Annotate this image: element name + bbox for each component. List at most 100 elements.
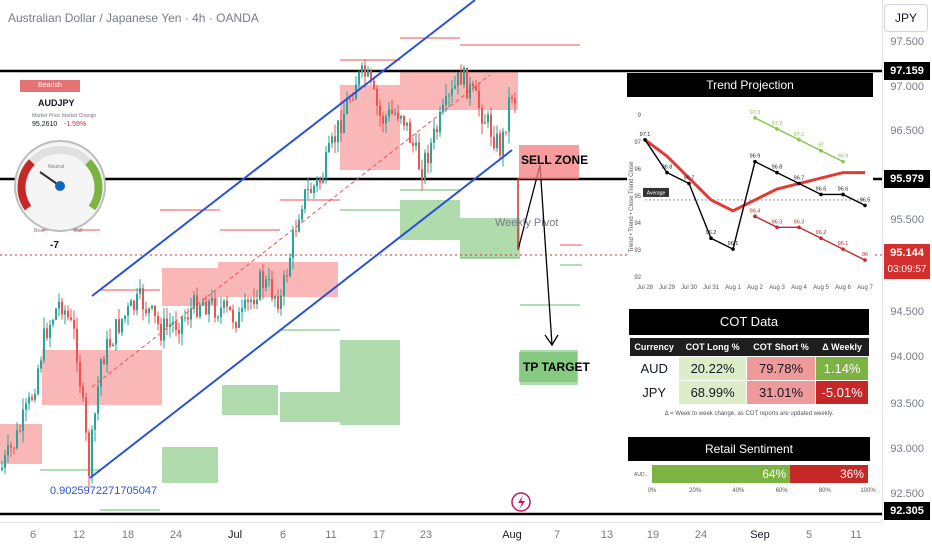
candle-body xyxy=(364,65,366,77)
candle-body xyxy=(475,86,477,91)
cot-short: 31.01% xyxy=(745,379,817,405)
candle-body xyxy=(391,109,393,114)
tp-target-box[interactable] xyxy=(519,352,577,382)
candle-body xyxy=(220,307,222,318)
cot-currency: AUD xyxy=(628,355,680,381)
trend-x-tick: Aug 3 xyxy=(769,285,785,291)
gauge-pair: AUDJPY xyxy=(38,98,75,108)
candle-body xyxy=(217,317,219,319)
candle-body xyxy=(193,295,195,309)
trend-point-label: 96.9 xyxy=(838,154,849,160)
candle-body xyxy=(247,299,249,302)
price-tick: 92.500 xyxy=(890,488,924,500)
candle-body xyxy=(343,113,345,133)
candle-body xyxy=(103,359,105,365)
channel-upper-line[interactable] xyxy=(91,0,476,297)
time-axis[interactable]: 6 12 18 24 Jul 6 11 17 23 Aug 7 13 19 24 Sep 5 11 xyxy=(0,522,882,550)
candle-body xyxy=(421,169,423,180)
candle-body xyxy=(232,310,234,323)
candle-body xyxy=(451,88,453,96)
trend-point xyxy=(819,236,823,240)
lightning-icon[interactable] xyxy=(511,492,531,512)
candle-body xyxy=(415,142,417,146)
candle-body xyxy=(118,319,120,333)
trend-point-label: 96.5 xyxy=(860,197,871,203)
candle-body xyxy=(307,189,309,191)
sell-zone-box[interactable] xyxy=(519,145,579,179)
candle-body xyxy=(244,299,246,309)
candle-body xyxy=(454,85,456,89)
price-tick: 96.500 xyxy=(890,125,924,137)
trend-point xyxy=(753,116,757,120)
candle-body xyxy=(229,306,231,311)
candle-body xyxy=(73,319,75,329)
candle-body xyxy=(136,293,138,311)
price-tick: 94.000 xyxy=(890,351,924,363)
trend-x-tick: Jul 30 xyxy=(681,285,698,291)
channel-lower-line[interactable] xyxy=(89,149,513,479)
retail-axis-tick: 40% xyxy=(732,488,745,494)
candle-body xyxy=(190,308,192,320)
main-chart-svg[interactable] xyxy=(0,0,882,522)
candle-body xyxy=(478,90,480,109)
candle-body xyxy=(151,305,153,309)
pivot-price-label: 95.979 xyxy=(884,170,930,188)
trend-x-tick: Jul 29 xyxy=(659,285,676,291)
time-tick: Jul xyxy=(227,529,243,541)
trend-point-label: 96.6 xyxy=(816,186,827,192)
retail-axis-tick: 100% xyxy=(860,488,876,494)
trend-x-tick: Aug 4 xyxy=(791,285,807,291)
candlesticks xyxy=(1,59,516,488)
candle-body xyxy=(208,301,210,315)
cot-header-short: COT Short % xyxy=(746,338,816,356)
time-tick: 18 xyxy=(121,529,135,541)
candle-body xyxy=(271,279,273,299)
candle-body xyxy=(175,321,177,330)
cot-short: 79.78% xyxy=(745,355,817,381)
trend-y-tick: 92 xyxy=(634,275,641,281)
candle-body xyxy=(250,299,252,302)
currency-button[interactable]: JPY xyxy=(884,4,928,32)
cot-long: 68.99% xyxy=(678,379,747,405)
time-tick: 17 xyxy=(372,529,386,541)
candle-body xyxy=(361,65,363,72)
cot-header-long: COT Long % xyxy=(678,338,747,356)
candle-body xyxy=(28,397,30,404)
candle-body xyxy=(505,131,507,133)
gauge-label-neutral: Neutral xyxy=(48,164,65,170)
candle-body xyxy=(199,305,201,317)
trend-point xyxy=(709,236,713,240)
time-tick: 13 xyxy=(600,529,614,541)
candle-body xyxy=(370,70,372,81)
candle-body xyxy=(412,142,414,146)
candle-body xyxy=(430,142,432,164)
candle-body xyxy=(160,323,162,341)
trend-point-label: 97.3 xyxy=(750,110,761,116)
trend-series-line xyxy=(754,215,866,261)
candle-body xyxy=(409,122,411,143)
gauge-price: 95.2610 xyxy=(32,121,58,128)
price-tick: 97.000 xyxy=(890,81,924,93)
candle-body xyxy=(256,299,258,305)
pivot-levels xyxy=(40,37,582,511)
chart-area[interactable]: Australian Dollar / Japanese Yen · 4h · … xyxy=(0,0,882,522)
candle-body xyxy=(94,413,96,430)
trend-point-label: 96.1 xyxy=(838,241,849,247)
trend-point xyxy=(797,225,801,230)
candle-body xyxy=(484,122,486,124)
cot-long: 20.22% xyxy=(678,355,747,381)
candle-body xyxy=(238,311,240,328)
table-row: JPY 68.99% 31.01% -5.01% xyxy=(628,379,869,405)
time-tick: 24 xyxy=(694,529,708,541)
trend-projection-panel: Trend Projection Trend • Trend • Close T… xyxy=(627,73,873,293)
candle-body xyxy=(442,104,444,112)
candle-body xyxy=(46,328,48,338)
candle-body xyxy=(274,296,276,299)
candle-body xyxy=(187,317,189,320)
candle-body xyxy=(280,295,282,310)
trend-average-label: Average xyxy=(647,190,666,196)
trend-point-label: 97.1 xyxy=(794,132,805,138)
candle-body xyxy=(400,115,402,119)
candle-body xyxy=(214,298,216,318)
candle-body xyxy=(25,403,27,410)
